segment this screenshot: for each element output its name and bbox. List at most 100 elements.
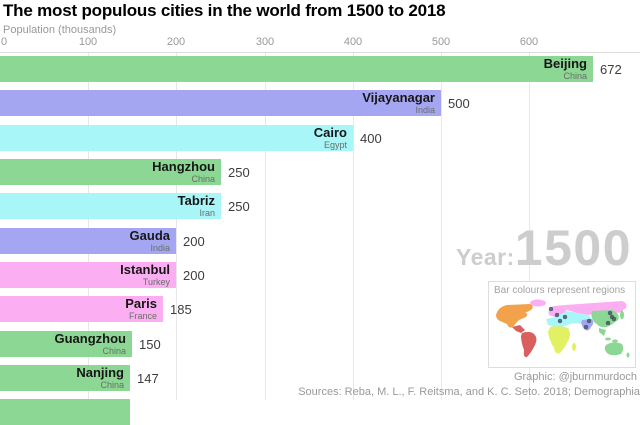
map-mena-central-asia [546, 311, 592, 328]
bar-country-label: China [563, 71, 587, 81]
map-new-guinea [612, 339, 618, 343]
bar-row: Beijing China 672 [0, 56, 640, 82]
map-indonesia [605, 337, 611, 341]
bar-city-label: Nanjing [76, 365, 124, 380]
partial-bar [0, 399, 130, 425]
x-tick-label: 300 [255, 36, 275, 48]
bar-city-label: Guangzhou [54, 331, 127, 346]
bar-guangzhou: Guangzhou China [0, 331, 132, 357]
bar-beijing: Beijing China [0, 56, 593, 82]
bar-row: Nanjing China 147 [0, 365, 640, 391]
bar-city-label: Hangzhou [152, 159, 215, 174]
year-value: 1500 [514, 220, 632, 276]
x-tick-label: 100 [78, 36, 98, 48]
bar-nanjing: Nanjing China [0, 365, 130, 391]
bar-country-label: France [128, 311, 157, 321]
bar-city-label: Tabriz [177, 193, 215, 208]
bar-row: Istanbul Turkey 200 [0, 262, 640, 288]
map-city-dot [586, 318, 592, 324]
x-tick-label: 400 [343, 36, 363, 48]
bar-istanbul: Istanbul Turkey [0, 262, 176, 288]
map-south-america [521, 331, 537, 358]
bar-value-label: 250 [228, 164, 250, 180]
map-madagascar [572, 343, 576, 351]
bar-city-label: Beijing [543, 56, 587, 71]
map-north-america [496, 304, 533, 328]
bar-country-label: Turkey [142, 277, 170, 287]
map-southeast-asia [599, 328, 606, 336]
map-city-dot [548, 306, 554, 312]
credit-sources: Sources: Reba, M. L., F. Reitsma, and K.… [298, 386, 640, 398]
bar-cairo: Cairo Egypt [0, 125, 353, 151]
bar-country-label: Iran [199, 208, 215, 218]
bar-row: Guangzhou China 150 [0, 331, 640, 357]
bar-city-label: Paris [125, 296, 157, 311]
map-australia [604, 342, 624, 356]
bar-city-label: Vijayanagar [362, 90, 435, 105]
gridline [353, 53, 354, 400]
year-label: Year: [456, 244, 515, 270]
bar-value-label: 200 [183, 267, 205, 283]
bar-city-label: Gauda [129, 228, 170, 243]
bar-value-label: 185 [170, 301, 192, 317]
legend-caption: Bar colours represent regions [494, 285, 626, 296]
bar-value-label: 672 [600, 61, 622, 77]
bar-tabriz: Tabriz Iran [0, 193, 221, 219]
bar-row: Gauda India 200 [0, 228, 640, 254]
bar-country-label: China [191, 174, 215, 184]
x-tick-label: 600 [519, 36, 539, 48]
map-city-dot [605, 320, 611, 326]
x-tick-label: 500 [431, 36, 451, 48]
bar-value-label: 200 [183, 233, 205, 249]
map-city-dot [557, 318, 563, 324]
bar-vijayanagar: Vijayanagar India [0, 90, 441, 116]
bar-city-label: Istanbul [120, 262, 170, 277]
map-city-dot [607, 310, 613, 316]
map-japan [620, 310, 624, 320]
bar-gauda: Gauda India [0, 228, 176, 254]
map-central-america [512, 325, 525, 333]
bar-row: Paris France 185 [0, 296, 640, 322]
bar-country-label: China [100, 380, 124, 390]
map-greenland [530, 299, 546, 307]
bar-row: Cairo Egypt 400 [0, 125, 640, 151]
bar-row: Hangzhou China 250 [0, 159, 640, 185]
x-axis-label: Population (thousands) [3, 24, 117, 36]
bar-hangzhou: Hangzhou China [0, 159, 221, 185]
bar-row: Vijayanagar India 500 [0, 90, 640, 116]
x-tick-label: 200 [166, 36, 186, 48]
bar-city-label: Cairo [313, 125, 347, 140]
x-tick-label: 0 [1, 36, 8, 48]
chart-area: Beijing China 672 Vijayanagar India 500 Cairo E… [0, 52, 640, 425]
bar-value-label: 147 [137, 370, 159, 386]
map-city-dot [583, 324, 589, 330]
map-city-dot [611, 316, 617, 322]
gridline [88, 53, 89, 400]
region-legend: Bar colours represent regions [488, 281, 636, 368]
map-city-dot [554, 312, 560, 318]
gridline [529, 53, 530, 400]
bar-value-label: 150 [139, 336, 161, 352]
page-title: The most populous cities in the world fr… [3, 1, 446, 20]
map-city-dot [562, 314, 568, 320]
bar-value-label: 400 [360, 130, 382, 146]
gridline [176, 53, 177, 400]
gridline [441, 53, 442, 400]
bar-value-label: 500 [448, 95, 470, 111]
x-axis-ticks: 0 100 200 300 400 500 600 [0, 36, 640, 50]
year-indicator: Year: 1500 [456, 220, 632, 276]
bar-paris: Paris France [0, 296, 163, 322]
bar-country-label: China [102, 346, 126, 356]
bar-row: Tabriz Iran 250 [0, 193, 640, 219]
map-new-zealand [626, 352, 630, 358]
world-map-icon [496, 299, 630, 358]
map-sub-saharan-africa [548, 326, 570, 354]
gridline [265, 53, 266, 400]
bar-country-label: India [415, 105, 435, 115]
credit-graphic: Graphic: @jburnmurdoch [513, 371, 637, 383]
bar-value-label: 250 [228, 198, 250, 214]
bar-country-label: Egypt [323, 140, 347, 150]
bar-country-label: India [150, 243, 170, 253]
map-east-asia [591, 310, 619, 328]
